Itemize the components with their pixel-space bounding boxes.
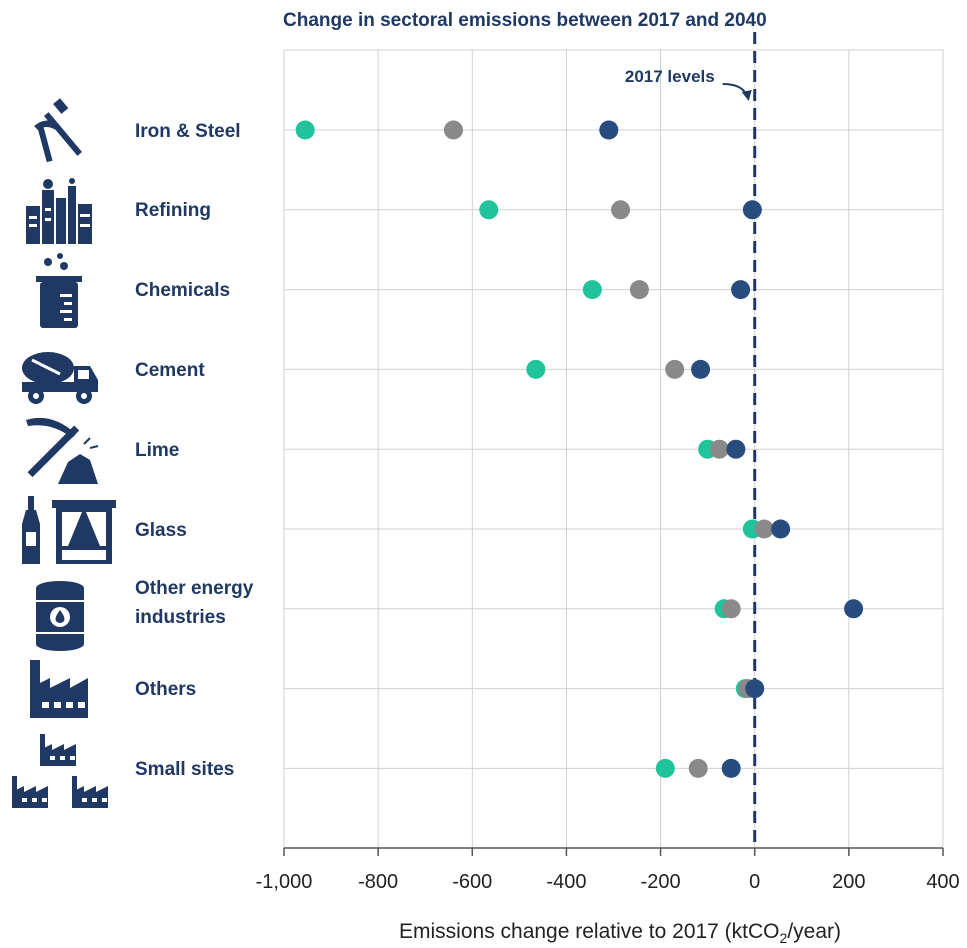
data-point (479, 200, 499, 220)
category-label: Cement (135, 359, 205, 381)
data-point (721, 599, 741, 619)
data-point (526, 359, 546, 379)
bottle-window-icon (20, 494, 118, 571)
category-label: Small sites (135, 758, 235, 780)
x-axis-label-prefix: Emissions change relative to 2017 (ktCO (399, 920, 780, 943)
data-point (688, 758, 708, 778)
category-label: Others (135, 679, 197, 701)
x-tick-label: -800 (358, 871, 398, 893)
oil-barrel-icon (34, 580, 86, 657)
reference-line-arrow (722, 83, 748, 97)
reference-line-arrowhead (741, 90, 752, 101)
category-label: Lime (135, 439, 180, 461)
data-point (443, 120, 463, 140)
x-tick-label: -1,000 (256, 871, 313, 893)
x-tick-label: 0 (749, 871, 760, 893)
x-tick-label: 200 (832, 871, 865, 893)
data-points (295, 120, 864, 778)
data-point (709, 439, 729, 459)
data-point (599, 120, 619, 140)
pickaxe-rock-icon (18, 414, 100, 491)
data-point (655, 758, 675, 778)
data-point (721, 758, 741, 778)
chart-title: Change in sectoral emissions between 201… (283, 10, 767, 31)
x-tick-label: 400 (926, 871, 959, 893)
data-point (742, 200, 762, 220)
grid (283, 49, 944, 849)
x-axis-label-subscript: 2 (779, 930, 788, 947)
data-point (754, 519, 774, 539)
category-label: Other energy industries (135, 577, 254, 628)
reference-line-group: 2017 levels (625, 32, 757, 848)
category-label: Iron & Steel (135, 120, 241, 142)
x-tick-label: -200 (641, 871, 681, 893)
data-point (771, 519, 791, 539)
cement-truck-icon (20, 348, 100, 411)
category-label: Chemicals (135, 280, 231, 302)
data-point (745, 679, 765, 699)
data-point (611, 200, 631, 220)
small-factories-icon (10, 734, 110, 815)
data-point (582, 280, 602, 300)
data-point (665, 359, 685, 379)
x-axis-label-suffix: /year) (787, 920, 841, 943)
pickaxe-hammer-icon (32, 98, 92, 173)
data-point (295, 120, 315, 140)
x-tick-label: -600 (452, 871, 492, 893)
reference-line-label: 2017 levels (625, 67, 715, 86)
data-point (844, 599, 864, 619)
category-label: Refining (135, 200, 211, 222)
factory-icon (28, 658, 90, 723)
data-point (629, 280, 649, 300)
data-point (691, 359, 711, 379)
category-label: Glass (135, 519, 187, 541)
x-axis-label: Emissions change relative to 2017 (ktCO2… (300, 920, 940, 946)
beaker-icon (34, 252, 84, 335)
x-tick-label: -400 (546, 871, 586, 893)
refinery-icon (24, 178, 94, 249)
data-point (731, 280, 751, 300)
x-tick-labels: -1,000 -800 -600 -400 -200 0 200 400 (256, 848, 960, 893)
data-point (726, 439, 746, 459)
